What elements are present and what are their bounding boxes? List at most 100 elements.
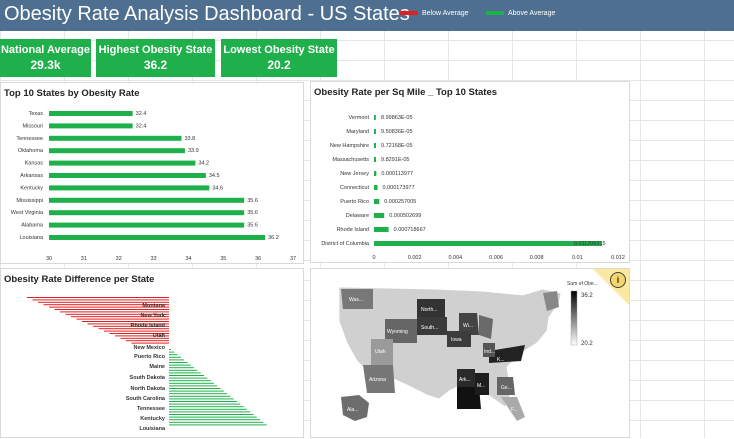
bar-below [54,309,169,310]
bar-above [169,372,201,374]
bar [374,171,377,176]
bar [49,197,245,203]
map-legend-gradient [570,290,578,346]
tick-label: 0 [372,255,375,261]
map-legend-max: 36.2 [581,293,593,299]
data-label: 0.000718667 [394,227,426,233]
data-label: 34.5 [209,173,220,179]
bar-above [169,380,211,382]
bar-below [76,318,169,320]
tick-label: 30 [46,256,52,262]
bar-above [169,398,234,400]
category-label: South Dakota [130,375,166,381]
state-label: North... [421,307,437,313]
category-label: Maryland [346,129,369,135]
difference-panel[interactable]: Obesity Rate Difference per State Montan… [0,268,304,438]
state-label: Iowa [451,337,462,343]
persqmile-panel[interactable]: Obesity Rate per Sq Mile _ Top 10 States… [310,81,630,263]
category-label: West Virginia [11,210,44,216]
bar [374,115,376,120]
category-label: Kansas [25,161,44,167]
category-label: New Jersey [340,171,369,177]
data-label: 36.2 [268,235,279,241]
category-label: Delaware [346,213,369,219]
data-label: 33.9 [188,148,199,154]
category-label: Alabama [21,223,44,229]
category-label: New Hampshire [330,143,369,149]
wisconsin-shape [459,313,479,335]
info-icon[interactable]: i [610,272,626,288]
tick-label: 0.002 [408,255,422,261]
data-label: 34.6 [212,185,223,191]
bar-above [169,354,178,356]
tick-label: 37 [290,256,296,262]
data-label: 35.6 [247,210,258,216]
bar-above [169,351,175,353]
category-label: Tennessee [137,406,165,412]
category-label: Rhode Island [130,323,165,329]
data-label: 9.72168E-05 [381,143,413,149]
arizona-shape [363,365,395,393]
bar-above [169,375,204,376]
persqmile-chart: Vermont 8.99863E-05 Maryland 9.50836E-05 New… [321,115,625,261]
map-panel[interactable]: Was... North... South... Wyoming Wi... I… [310,268,630,438]
bar-below [93,325,169,327]
bar [49,123,133,129]
category-label: Mississippi [16,198,43,204]
bar-above [169,359,185,361]
bar-above [169,416,257,418]
category-label: Maine [149,364,165,370]
bar-below [120,337,169,339]
top10-title: Top 10 States by Obesity Rate [4,88,140,99]
bar [49,210,245,216]
category-label: Missouri [23,123,43,129]
data-label: 9.8291E-05 [381,157,409,163]
bar-above [169,401,237,402]
legend-below-average: Below Average [400,10,469,17]
us-choropleth-map[interactable]: Was... North... South... Wyoming Wi... I… [311,269,631,439]
green-swatch-icon [486,11,504,16]
bar-above [169,419,261,421]
tick-label: 33 [151,256,157,262]
georgia-shape [497,377,515,395]
state-label: Utah [375,349,386,355]
bar-below [87,323,169,325]
kpi-highest-state[interactable]: Highest Obesity State 36.2 [96,39,215,77]
kentucky-shape [489,345,525,363]
bar [374,213,385,218]
state-label: Was... [349,297,363,303]
category-label: Arkansas [20,173,43,179]
category-label: Montana [142,303,166,309]
data-label: 0.011206315 [574,241,606,247]
maine-shape [543,291,559,311]
bar-below [27,297,169,298]
bar-above [169,385,218,387]
bar-above [169,349,171,350]
kpi-lowest-state[interactable]: Lowest Obesity State 20.2 [221,39,337,77]
category-label: Oklahoma [18,148,44,154]
category-label: North Dakota [130,386,165,392]
category-label: Tennessee [16,136,43,142]
category-label: New Mexico [134,345,166,351]
data-label: 0.000257005 [384,199,416,205]
state-label: Ge... [501,385,512,391]
bar-above [169,388,221,389]
mississippi-shape [475,373,489,395]
category-label: New York [140,313,165,319]
top10-panel[interactable]: Top 10 States by Obesity Rate Texas 32.4 M… [0,82,304,264]
data-label: 9.50836E-05 [381,129,413,135]
bar-below [98,328,169,330]
state-label: Wi... [463,323,473,329]
bar-below [49,306,169,308]
category-label: Puerto Rico [134,354,166,360]
bar-below [65,313,169,315]
category-label: Louisiana [19,235,43,241]
kpi-national-average[interactable]: National Average 29.3k [0,39,91,77]
iowa-shape [447,331,471,347]
top10-chart: Texas 32.4 Missouri 32.4 Tennessee 33.8 Oklaho… [11,111,296,262]
bar [49,173,206,178]
category-label: District of Columbia [321,241,370,247]
north-dakota-shape [417,299,445,317]
state-label: Ind... [484,349,495,355]
florida-shape [501,397,525,421]
